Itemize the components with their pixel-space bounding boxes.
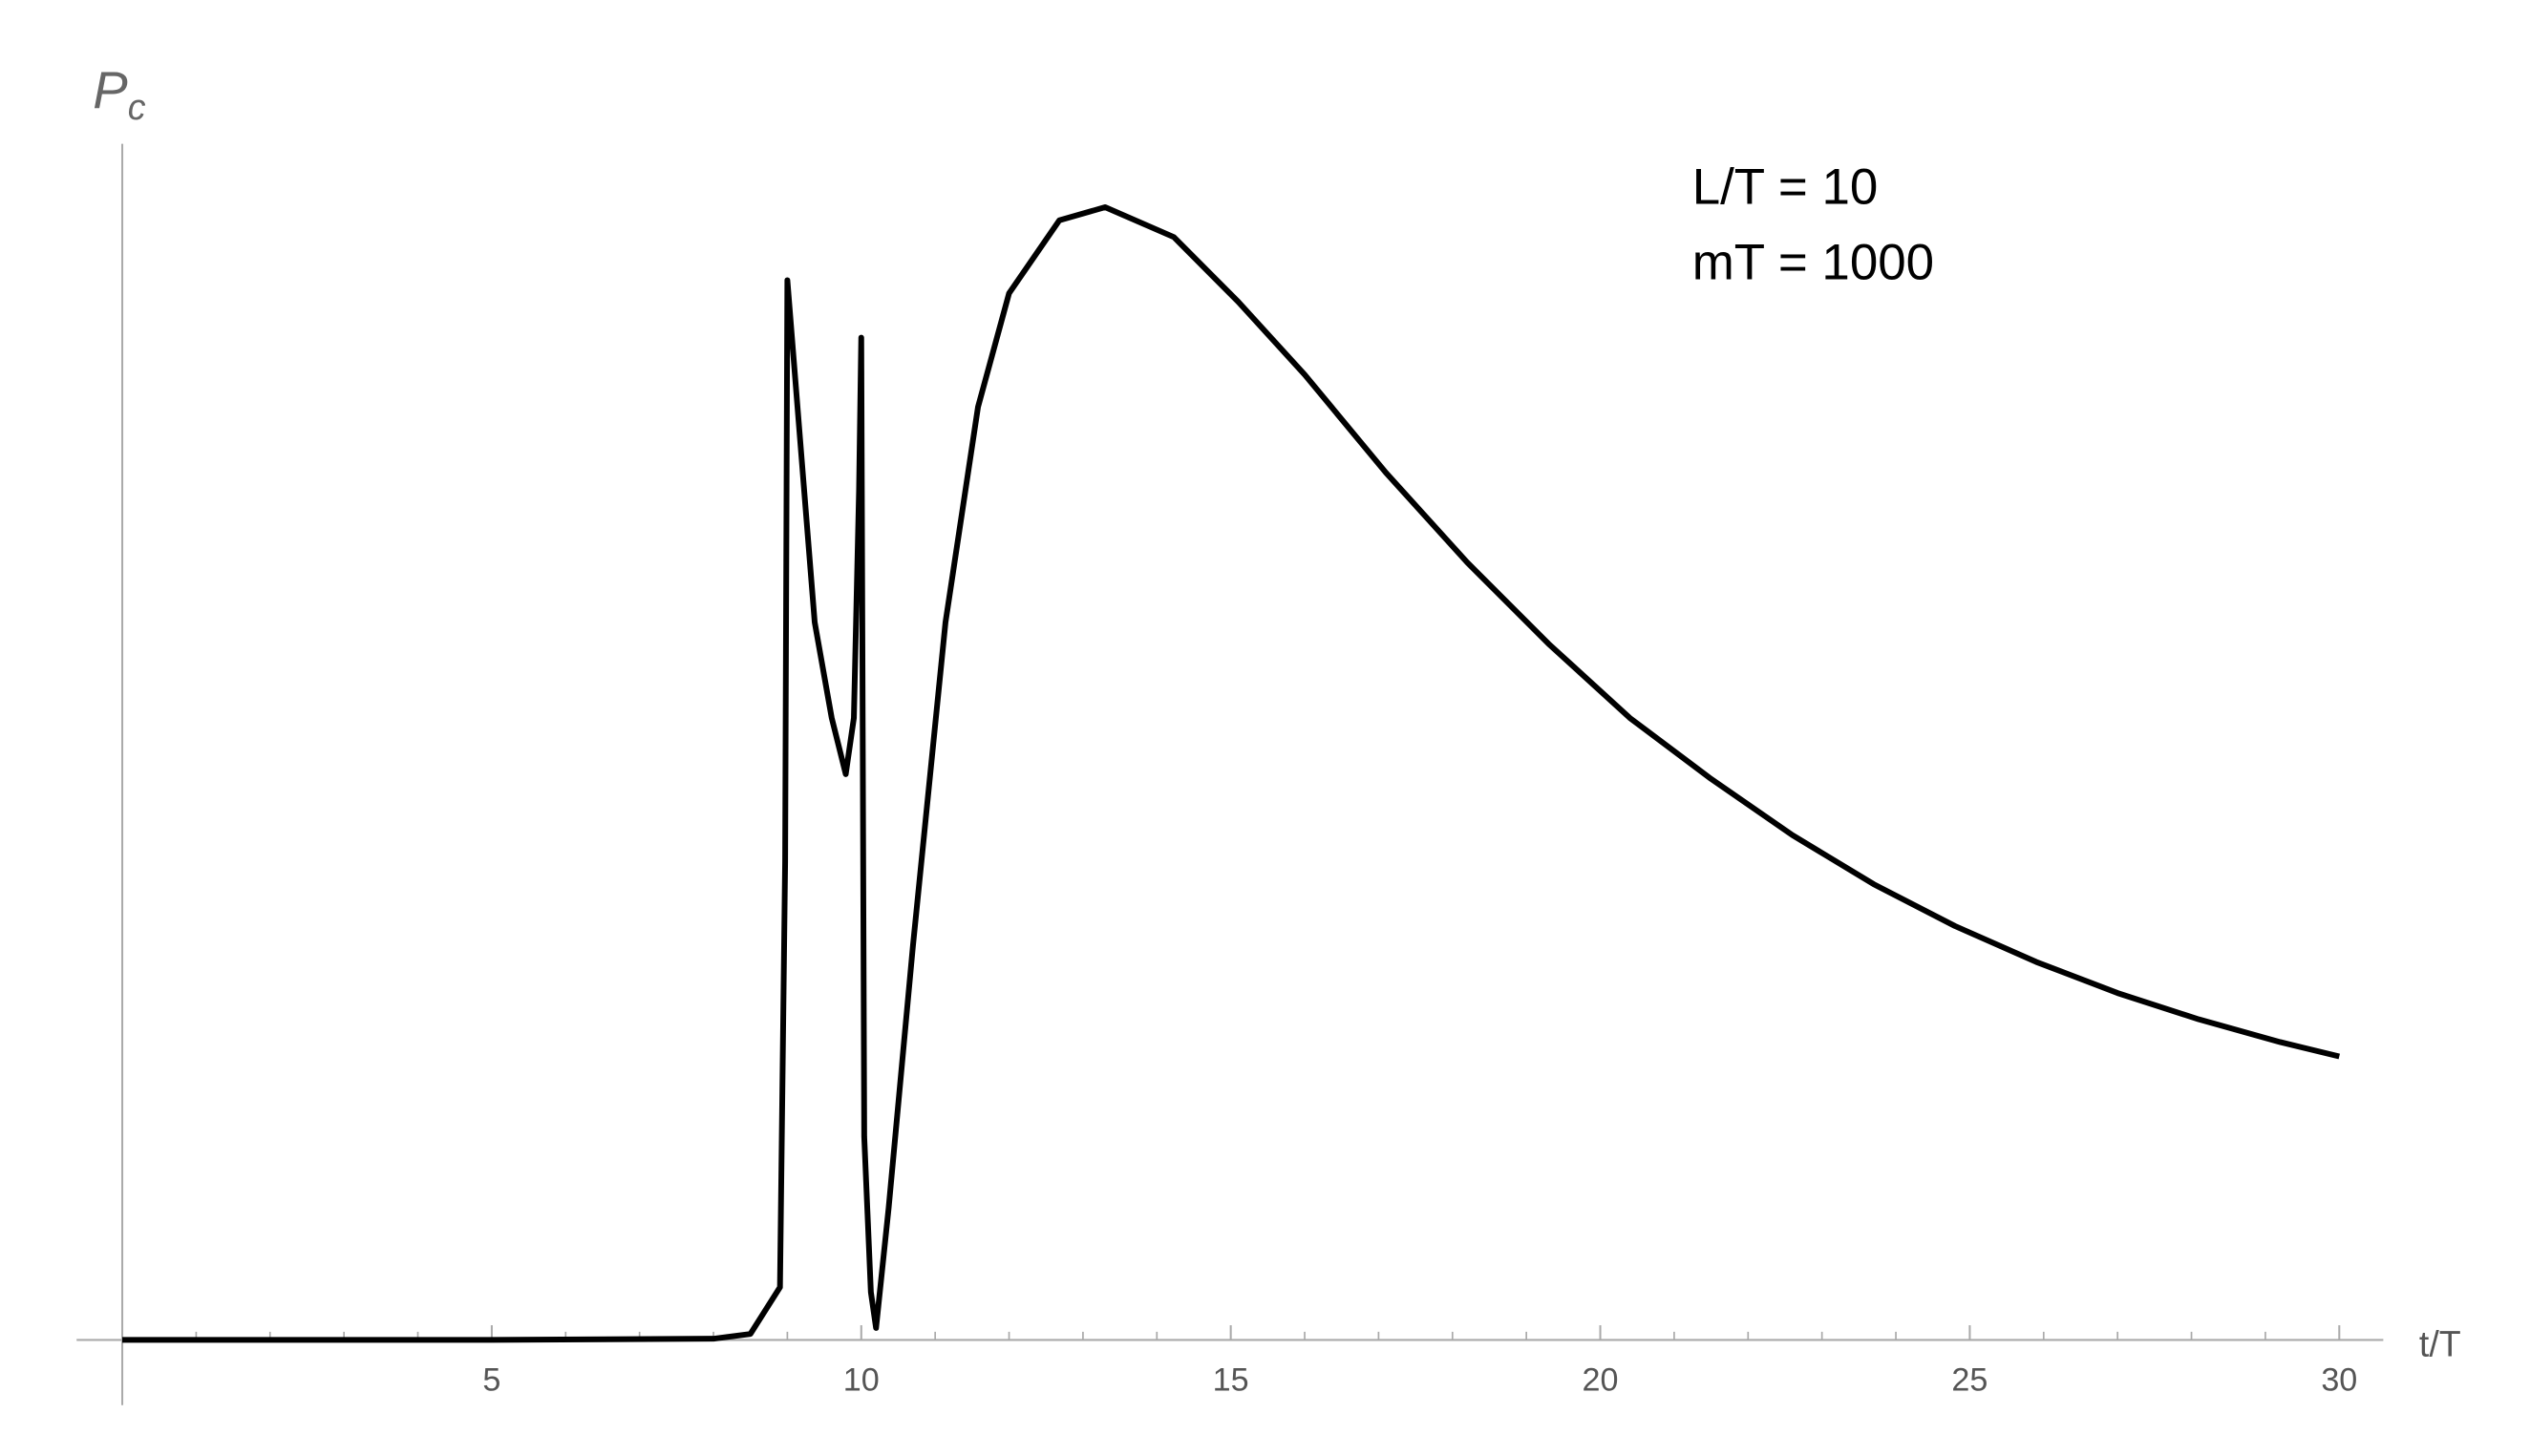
x-tick-label: 25 bbox=[1951, 1361, 1988, 1398]
annotation: mT = 1000 bbox=[1692, 234, 1934, 290]
x-tick-label: 15 bbox=[1213, 1361, 1249, 1398]
x-axis-label: t/T bbox=[2419, 1323, 2461, 1363]
x-tick-label: 5 bbox=[482, 1361, 500, 1398]
x-tick-label: 30 bbox=[2321, 1361, 2357, 1398]
annotation: L/T = 10 bbox=[1692, 159, 1879, 216]
x-tick-label: 10 bbox=[843, 1361, 880, 1398]
y-label-sub: c bbox=[128, 87, 146, 127]
x-tick-label: 20 bbox=[1583, 1361, 1619, 1398]
y-label-main: P bbox=[93, 61, 128, 119]
data-line bbox=[122, 204, 2341, 1343]
y-axis-label: Pc bbox=[93, 61, 145, 127]
